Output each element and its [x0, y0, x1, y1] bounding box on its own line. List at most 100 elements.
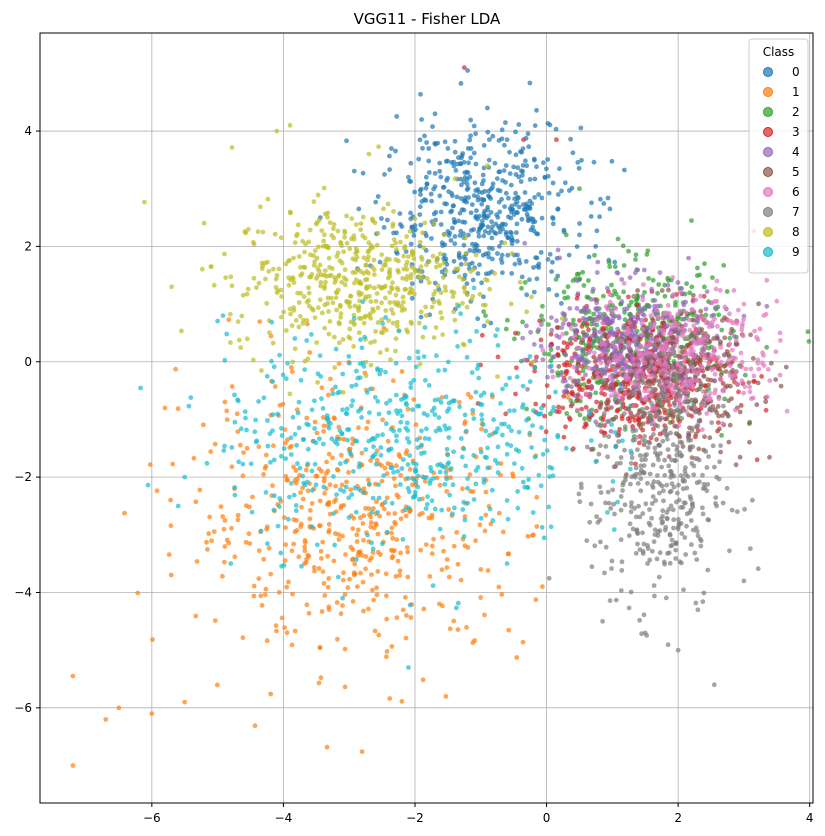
data-point: [381, 473, 386, 478]
data-point: [516, 429, 522, 435]
data-point: [490, 181, 496, 187]
data-point: [563, 378, 568, 384]
series-class-8: [142, 122, 565, 397]
data-point: [506, 424, 512, 430]
data-point: [332, 542, 337, 548]
data-point: [264, 526, 269, 532]
data-point: [562, 295, 568, 301]
data-point: [222, 559, 227, 565]
data-point: [693, 378, 699, 383]
data-point: [432, 397, 438, 403]
data-point: [717, 426, 722, 432]
data-point: [323, 279, 328, 285]
data-point: [514, 374, 520, 380]
data-point: [666, 337, 671, 343]
data-point: [647, 507, 652, 512]
data-point: [539, 405, 544, 411]
data-point: [543, 429, 549, 435]
data-point: [359, 415, 364, 420]
data-point: [755, 566, 761, 572]
data-point: [599, 429, 604, 434]
data-point: [577, 356, 583, 362]
data-point: [283, 328, 289, 333]
data-point: [592, 543, 598, 549]
data-point: [534, 524, 540, 529]
data-point: [352, 303, 358, 309]
data-point: [489, 219, 494, 225]
data-point: [633, 514, 639, 520]
data-point: [600, 320, 605, 326]
data-point: [705, 482, 711, 487]
data-point: [649, 548, 655, 554]
data-point: [356, 289, 362, 295]
data-point: [443, 426, 449, 432]
data-point: [584, 538, 590, 543]
data-point: [593, 459, 599, 465]
data-point: [683, 344, 689, 350]
data-point: [570, 447, 575, 453]
data-point: [475, 366, 480, 372]
data-point: [722, 304, 728, 310]
data-point: [534, 164, 539, 170]
data-point: [555, 192, 561, 197]
data-point: [331, 511, 336, 516]
data-point: [372, 628, 378, 634]
data-point: [669, 537, 675, 543]
data-point: [655, 454, 661, 459]
data-point: [659, 483, 665, 489]
data-point: [367, 293, 372, 299]
data-point: [576, 165, 582, 171]
data-point: [320, 243, 326, 249]
data-point: [603, 544, 609, 550]
data-point: [290, 591, 295, 597]
data-point: [359, 345, 365, 351]
data-point: [419, 275, 425, 281]
data-point: [521, 207, 527, 212]
data-point: [531, 156, 537, 162]
data-point: [666, 287, 671, 293]
data-point: [609, 417, 615, 422]
data-point: [309, 501, 315, 506]
data-point: [305, 488, 311, 494]
data-point: [365, 532, 370, 538]
data-point: [626, 605, 632, 611]
data-point: [545, 257, 551, 262]
data-point: [473, 389, 479, 395]
data-point: [272, 231, 278, 237]
data-point: [464, 281, 470, 287]
data-point: [680, 478, 686, 484]
data-point: [691, 472, 697, 478]
data-point: [325, 295, 331, 301]
data-point: [691, 323, 697, 329]
data-point: [322, 491, 327, 496]
data-point: [381, 206, 386, 212]
data-point: [678, 344, 684, 350]
data-point: [311, 262, 317, 268]
data-point: [320, 406, 326, 411]
data-point: [664, 398, 670, 404]
data-point: [444, 446, 450, 452]
data-point: [580, 348, 586, 354]
data-point: [426, 259, 432, 264]
data-point: [635, 288, 640, 293]
data-point: [741, 390, 746, 396]
data-point: [756, 301, 761, 307]
data-point: [579, 157, 584, 163]
data-point: [733, 407, 738, 413]
data-point: [411, 460, 416, 466]
data-point: [471, 193, 477, 199]
data-point: [561, 340, 567, 345]
data-point: [698, 355, 704, 360]
data-point: [614, 270, 620, 275]
data-point: [168, 497, 174, 503]
data-point: [450, 511, 455, 517]
data-point: [478, 393, 484, 398]
data-point: [418, 269, 423, 275]
data-point: [736, 307, 741, 313]
data-point: [426, 436, 432, 442]
data-point: [470, 407, 476, 413]
data-point: [726, 358, 731, 364]
data-point: [675, 280, 681, 285]
data-point: [714, 503, 719, 509]
data-point: [673, 547, 679, 553]
